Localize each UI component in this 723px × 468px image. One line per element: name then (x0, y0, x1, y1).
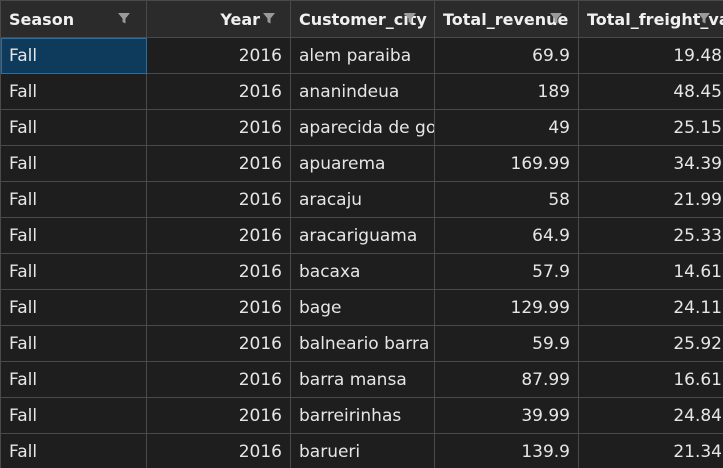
total-freight-value-cell[interactable]: 25.92 (578, 325, 723, 362)
year-cell[interactable]: 2016 (146, 289, 291, 326)
year-cell[interactable]: 2016 (146, 397, 291, 434)
total-revenue-cell[interactable]: 58 (434, 181, 579, 218)
total-revenue-cell[interactable]: 189 (434, 73, 579, 110)
season-cell[interactable]: Fall (0, 433, 147, 468)
table-row[interactable]: Fall 2016 aracariguama 64.9 25.33 (0, 217, 723, 254)
table-row[interactable]: Fall 2016 barra mansa 87.99 16.61 (0, 361, 723, 398)
funnel-icon[interactable] (262, 11, 276, 25)
customer-city-cell[interactable]: aracaju (290, 181, 435, 218)
season-cell[interactable]: Fall (0, 181, 147, 218)
season-cell[interactable]: Fall (0, 253, 147, 290)
total-freight-value-cell[interactable]: 25.33 (578, 217, 723, 254)
table-row[interactable]: Fall 2016 aracaju 58 21.99 (0, 181, 723, 218)
season-cell[interactable]: Fall (0, 325, 147, 362)
year-cell[interactable]: 2016 (146, 253, 291, 290)
total-revenue-cell[interactable]: 129.99 (434, 289, 579, 326)
table-row[interactable]: Fall 2016 bage 129.99 24.11 (0, 289, 723, 326)
column-header-label: Customer_city (299, 9, 427, 29)
customer-city-cell[interactable]: ananindeua (290, 73, 435, 110)
customer-city-cell[interactable]: bage (290, 289, 435, 326)
column-header-label: Total_freight_va (587, 9, 723, 29)
season-cell[interactable]: Fall (0, 397, 147, 434)
table-row[interactable]: Fall 2016 bacaxa 57.9 14.61 (0, 253, 723, 290)
table-row[interactable]: Fall 2016 balneario barra c 59.9 25.92 (0, 325, 723, 362)
column-header-total-freight-value[interactable]: Total_freight_va (578, 0, 723, 38)
table-row[interactable]: Fall 2016 barueri 139.9 21.34 (0, 433, 723, 468)
year-cell[interactable]: 2016 (146, 145, 291, 182)
total-revenue-cell[interactable]: 169.99 (434, 145, 579, 182)
table-row[interactable]: Fall 2016 apuarema 169.99 34.39 (0, 145, 723, 182)
season-cell[interactable]: Fall (0, 109, 147, 146)
season-cell[interactable]: Fall (0, 361, 147, 398)
season-cell[interactable]: Fall (0, 37, 147, 74)
total-revenue-cell[interactable]: 57.9 (434, 253, 579, 290)
total-freight-value-cell[interactable]: 34.39 (578, 145, 723, 182)
total-freight-value-cell[interactable]: 48.45 (578, 73, 723, 110)
customer-city-cell[interactable]: aparecida de go (290, 109, 435, 146)
year-cell[interactable]: 2016 (146, 325, 291, 362)
column-header-total-revenue[interactable]: Total_revenue (434, 0, 579, 38)
funnel-icon[interactable] (117, 11, 131, 25)
season-cell[interactable]: Fall (0, 289, 147, 326)
year-cell[interactable]: 2016 (146, 181, 291, 218)
table-row[interactable]: Fall 2016 ananindeua 189 48.45 (0, 73, 723, 110)
year-cell[interactable]: 2016 (146, 73, 291, 110)
total-freight-value-cell[interactable]: 24.11 (578, 289, 723, 326)
column-header-label: Season (9, 9, 75, 29)
column-header-label: Year (220, 9, 260, 29)
customer-city-cell[interactable]: apuarema (290, 145, 435, 182)
customer-city-cell[interactable]: bacaxa (290, 253, 435, 290)
total-revenue-cell[interactable]: 69.9 (434, 37, 579, 74)
column-header-year[interactable]: Year (146, 0, 291, 38)
funnel-icon[interactable] (403, 11, 417, 25)
total-freight-value-cell[interactable]: 14.61 (578, 253, 723, 290)
column-header-customer-city[interactable]: Customer_city (290, 0, 435, 38)
total-revenue-cell[interactable]: 49 (434, 109, 579, 146)
customer-city-cell[interactable]: barra mansa (290, 361, 435, 398)
total-revenue-cell[interactable]: 64.9 (434, 217, 579, 254)
table-row[interactable]: Fall 2016 alem paraiba 69.9 19.48 (0, 37, 723, 74)
total-freight-value-cell[interactable]: 16.61 (578, 361, 723, 398)
season-cell[interactable]: Fall (0, 73, 147, 110)
season-cell[interactable]: Fall (0, 217, 147, 254)
year-cell[interactable]: 2016 (146, 109, 291, 146)
customer-city-cell[interactable]: alem paraiba (290, 37, 435, 74)
column-header-label: Total_revenue (443, 9, 569, 29)
table-body: Fall 2016 alem paraiba 69.9 19.48 Fall 2016 ana… (0, 37, 723, 468)
funnel-icon[interactable] (697, 11, 711, 25)
year-cell[interactable]: 2016 (146, 217, 291, 254)
total-freight-value-cell[interactable]: 19.48 (578, 37, 723, 74)
header-row: Season Year Customer_city Total_revenue … (0, 0, 723, 38)
year-cell[interactable]: 2016 (146, 37, 291, 74)
funnel-icon[interactable] (549, 11, 563, 25)
customer-city-cell[interactable]: balneario barra c (290, 325, 435, 362)
total-revenue-cell[interactable]: 59.9 (434, 325, 579, 362)
table-row[interactable]: Fall 2016 aparecida de go 49 25.15 (0, 109, 723, 146)
column-header-season[interactable]: Season (0, 0, 147, 38)
total-revenue-cell[interactable]: 39.99 (434, 397, 579, 434)
total-freight-value-cell[interactable]: 24.84 (578, 397, 723, 434)
total-freight-value-cell[interactable]: 21.99 (578, 181, 723, 218)
year-cell[interactable]: 2016 (146, 433, 291, 468)
total-revenue-cell[interactable]: 139.9 (434, 433, 579, 468)
total-freight-value-cell[interactable]: 25.15 (578, 109, 723, 146)
total-revenue-cell[interactable]: 87.99 (434, 361, 579, 398)
table-row[interactable]: Fall 2016 barreirinhas 39.99 24.84 (0, 397, 723, 434)
customer-city-cell[interactable]: aracariguama (290, 217, 435, 254)
customer-city-cell[interactable]: barueri (290, 433, 435, 468)
total-freight-value-cell[interactable]: 21.34 (578, 433, 723, 468)
customer-city-cell[interactable]: barreirinhas (290, 397, 435, 434)
season-cell[interactable]: Fall (0, 145, 147, 182)
year-cell[interactable]: 2016 (146, 361, 291, 398)
